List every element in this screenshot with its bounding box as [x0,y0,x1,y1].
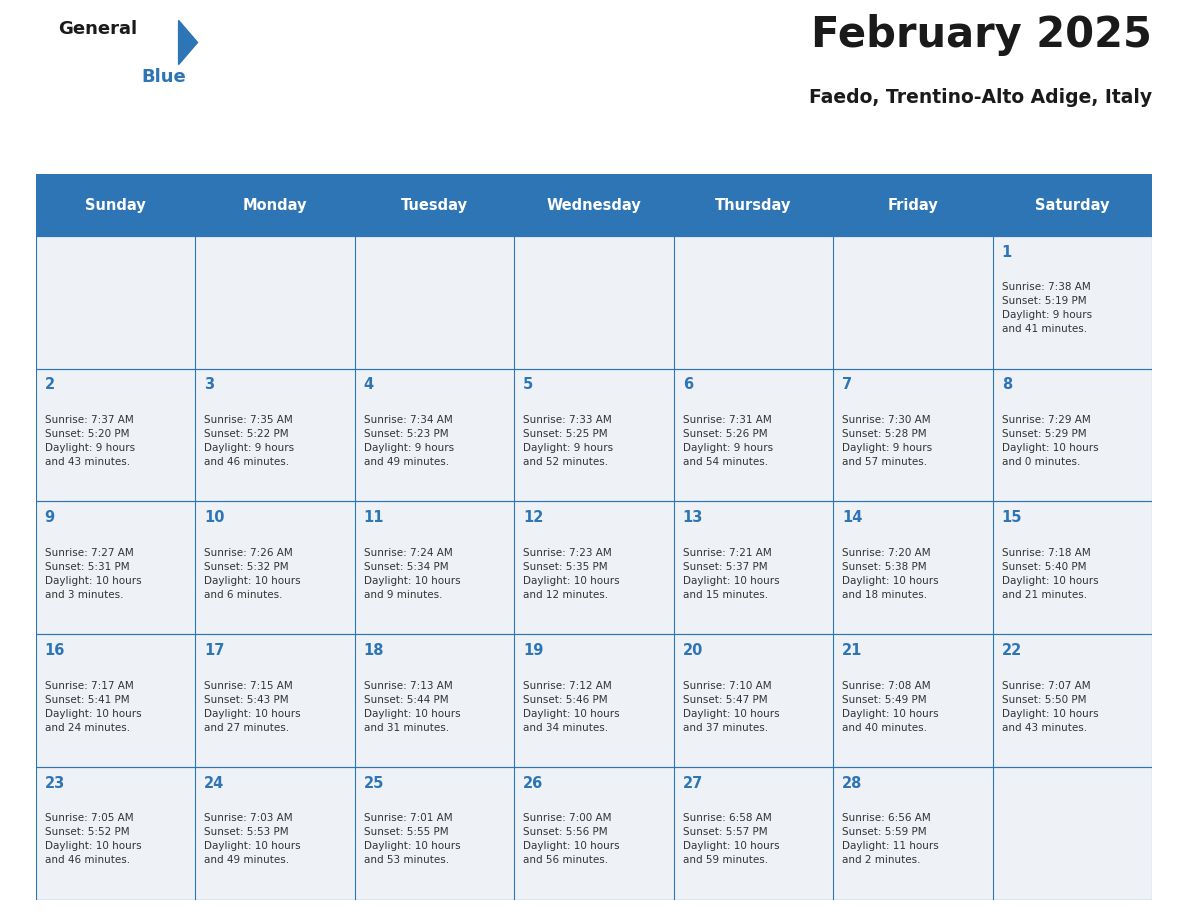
Text: Monday: Monday [242,197,308,213]
Text: 2: 2 [45,377,55,393]
Text: Sunrise: 7:08 AM
Sunset: 5:49 PM
Daylight: 10 hours
and 40 minutes.: Sunrise: 7:08 AM Sunset: 5:49 PM Dayligh… [842,680,939,733]
Text: Sunrise: 7:33 AM
Sunset: 5:25 PM
Daylight: 9 hours
and 52 minutes.: Sunrise: 7:33 AM Sunset: 5:25 PM Dayligh… [523,415,613,467]
Text: 18: 18 [364,643,384,658]
Text: Sunrise: 7:35 AM
Sunset: 5:22 PM
Daylight: 9 hours
and 46 minutes.: Sunrise: 7:35 AM Sunset: 5:22 PM Dayligh… [204,415,295,467]
Text: Sunrise: 7:34 AM
Sunset: 5:23 PM
Daylight: 9 hours
and 49 minutes.: Sunrise: 7:34 AM Sunset: 5:23 PM Dayligh… [364,415,454,467]
Text: 24: 24 [204,776,225,790]
Bar [833,174,993,236]
Text: 6: 6 [683,377,693,393]
Text: Tuesday: Tuesday [402,197,468,213]
Text: 1: 1 [1001,245,1012,260]
Text: Sunrise: 7:26 AM
Sunset: 5:32 PM
Daylight: 10 hours
and 6 minutes.: Sunrise: 7:26 AM Sunset: 5:32 PM Dayligh… [204,548,301,599]
Text: 10: 10 [204,510,225,525]
Text: 27: 27 [683,776,703,790]
Text: Sunrise: 7:21 AM
Sunset: 5:37 PM
Daylight: 10 hours
and 15 minutes.: Sunrise: 7:21 AM Sunset: 5:37 PM Dayligh… [683,548,779,599]
Text: 13: 13 [683,510,703,525]
Text: Sunrise: 7:15 AM
Sunset: 5:43 PM
Daylight: 10 hours
and 27 minutes.: Sunrise: 7:15 AM Sunset: 5:43 PM Dayligh… [204,680,301,733]
Text: Sunrise: 7:10 AM
Sunset: 5:47 PM
Daylight: 10 hours
and 37 minutes.: Sunrise: 7:10 AM Sunset: 5:47 PM Dayligh… [683,680,779,733]
Text: 21: 21 [842,643,862,658]
Text: 5: 5 [523,377,533,393]
Text: Sunrise: 7:38 AM
Sunset: 5:19 PM
Daylight: 9 hours
and 41 minutes.: Sunrise: 7:38 AM Sunset: 5:19 PM Dayligh… [1001,283,1092,334]
Text: 12: 12 [523,510,544,525]
Text: Sunrise: 7:27 AM
Sunset: 5:31 PM
Daylight: 10 hours
and 3 minutes.: Sunrise: 7:27 AM Sunset: 5:31 PM Dayligh… [45,548,141,599]
Text: February 2025: February 2025 [811,14,1152,56]
Text: Sunrise: 6:56 AM
Sunset: 5:59 PM
Daylight: 11 hours
and 2 minutes.: Sunrise: 6:56 AM Sunset: 5:59 PM Dayligh… [842,813,939,866]
Text: 7: 7 [842,377,852,393]
Text: 25: 25 [364,776,384,790]
Text: Sunrise: 7:17 AM
Sunset: 5:41 PM
Daylight: 10 hours
and 24 minutes.: Sunrise: 7:17 AM Sunset: 5:41 PM Dayligh… [45,680,141,733]
Bar [674,174,833,236]
Text: Sunrise: 6:58 AM
Sunset: 5:57 PM
Daylight: 10 hours
and 59 minutes.: Sunrise: 6:58 AM Sunset: 5:57 PM Dayligh… [683,813,779,866]
Text: Sunrise: 7:00 AM
Sunset: 5:56 PM
Daylight: 10 hours
and 56 minutes.: Sunrise: 7:00 AM Sunset: 5:56 PM Dayligh… [523,813,620,866]
Text: Sunrise: 7:13 AM
Sunset: 5:44 PM
Daylight: 10 hours
and 31 minutes.: Sunrise: 7:13 AM Sunset: 5:44 PM Dayligh… [364,680,460,733]
Text: Wednesday: Wednesday [546,197,642,213]
Polygon shape [178,20,197,64]
Text: Sunrise: 7:24 AM
Sunset: 5:34 PM
Daylight: 10 hours
and 9 minutes.: Sunrise: 7:24 AM Sunset: 5:34 PM Dayligh… [364,548,460,599]
Text: 16: 16 [45,643,65,658]
Bar [993,174,1152,236]
Text: 19: 19 [523,643,544,658]
Text: Sunrise: 7:29 AM
Sunset: 5:29 PM
Daylight: 10 hours
and 0 minutes.: Sunrise: 7:29 AM Sunset: 5:29 PM Dayligh… [1001,415,1099,467]
Text: Sunday: Sunday [86,197,146,213]
Text: 15: 15 [1001,510,1022,525]
Text: Sunrise: 7:18 AM
Sunset: 5:40 PM
Daylight: 10 hours
and 21 minutes.: Sunrise: 7:18 AM Sunset: 5:40 PM Dayligh… [1001,548,1099,599]
Text: Sunrise: 7:20 AM
Sunset: 5:38 PM
Daylight: 10 hours
and 18 minutes.: Sunrise: 7:20 AM Sunset: 5:38 PM Dayligh… [842,548,939,599]
Text: Saturday: Saturday [1036,197,1110,213]
Text: Sunrise: 7:03 AM
Sunset: 5:53 PM
Daylight: 10 hours
and 49 minutes.: Sunrise: 7:03 AM Sunset: 5:53 PM Dayligh… [204,813,301,866]
Text: Friday: Friday [887,197,939,213]
Text: Thursday: Thursday [715,197,791,213]
Bar [514,174,674,236]
Text: 8: 8 [1001,377,1012,393]
Text: 14: 14 [842,510,862,525]
Text: General: General [58,20,137,39]
Text: 4: 4 [364,377,374,393]
Text: 17: 17 [204,643,225,658]
Text: Faedo, Trentino-Alto Adige, Italy: Faedo, Trentino-Alto Adige, Italy [809,88,1152,107]
Text: 11: 11 [364,510,384,525]
Text: 20: 20 [683,643,703,658]
Text: 22: 22 [1001,643,1022,658]
Text: Sunrise: 7:12 AM
Sunset: 5:46 PM
Daylight: 10 hours
and 34 minutes.: Sunrise: 7:12 AM Sunset: 5:46 PM Dayligh… [523,680,620,733]
Text: 23: 23 [45,776,65,790]
Text: 9: 9 [45,510,55,525]
Bar [36,174,195,236]
Text: 3: 3 [204,377,214,393]
Text: Sunrise: 7:05 AM
Sunset: 5:52 PM
Daylight: 10 hours
and 46 minutes.: Sunrise: 7:05 AM Sunset: 5:52 PM Dayligh… [45,813,141,866]
Text: Sunrise: 7:30 AM
Sunset: 5:28 PM
Daylight: 9 hours
and 57 minutes.: Sunrise: 7:30 AM Sunset: 5:28 PM Dayligh… [842,415,933,467]
Text: 28: 28 [842,776,862,790]
Text: Sunrise: 7:37 AM
Sunset: 5:20 PM
Daylight: 9 hours
and 43 minutes.: Sunrise: 7:37 AM Sunset: 5:20 PM Dayligh… [45,415,134,467]
Text: Sunrise: 7:23 AM
Sunset: 5:35 PM
Daylight: 10 hours
and 12 minutes.: Sunrise: 7:23 AM Sunset: 5:35 PM Dayligh… [523,548,620,599]
Text: Sunrise: 7:31 AM
Sunset: 5:26 PM
Daylight: 9 hours
and 54 minutes.: Sunrise: 7:31 AM Sunset: 5:26 PM Dayligh… [683,415,773,467]
Text: Blue: Blue [141,68,187,86]
Text: Sunrise: 7:01 AM
Sunset: 5:55 PM
Daylight: 10 hours
and 53 minutes.: Sunrise: 7:01 AM Sunset: 5:55 PM Dayligh… [364,813,460,866]
Text: Sunrise: 7:07 AM
Sunset: 5:50 PM
Daylight: 10 hours
and 43 minutes.: Sunrise: 7:07 AM Sunset: 5:50 PM Dayligh… [1001,680,1099,733]
Bar [195,174,355,236]
Text: 26: 26 [523,776,543,790]
Bar [355,174,514,236]
